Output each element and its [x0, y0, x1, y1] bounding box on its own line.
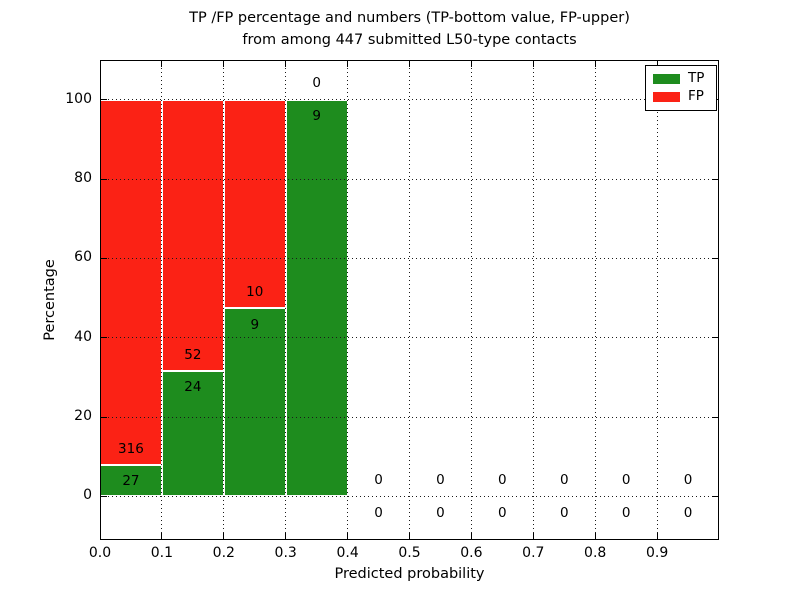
x-tick-bottom: [347, 533, 349, 539]
legend-label-tp: TP: [688, 70, 705, 87]
x-tick-bottom: [285, 533, 287, 539]
grid-line-y: [100, 257, 719, 259]
legend-swatch-fp: [653, 91, 680, 102]
fp-count-label: 0: [374, 472, 383, 489]
x-tick-top: [594, 61, 596, 67]
grid-line-x: [347, 60, 349, 540]
x-tick-bottom: [594, 533, 596, 539]
bar-fp-segment: [223, 99, 286, 309]
x-tick-label: 0.5: [398, 545, 421, 561]
x-tick-top: [470, 61, 472, 67]
x-tick-bottom: [470, 533, 472, 539]
tp-count-label: 9: [312, 107, 321, 124]
x-tick-label: 0.2: [212, 545, 235, 561]
x-tick-top: [532, 61, 534, 67]
y-tick-label: 60: [74, 249, 92, 266]
y-tick-left: [101, 257, 107, 259]
grid-line-y: [100, 416, 719, 418]
tp-count-label: 0: [559, 504, 569, 521]
legend-swatch-tp: [653, 74, 680, 85]
y-tick-left: [101, 495, 107, 497]
y-tick-label: 0: [83, 487, 92, 504]
y-tick-left: [101, 337, 107, 339]
y-tick-label: 80: [74, 170, 92, 186]
bar-tp-segment: [285, 99, 348, 497]
y-tick-right: [712, 257, 718, 259]
fp-count-label: 0: [436, 472, 445, 489]
legend-label-fp: FP: [688, 88, 704, 105]
x-tick-bottom: [99, 533, 101, 539]
x-tick-label: 0.0: [88, 545, 112, 561]
y-axis-label: Percentage: [42, 259, 58, 341]
x-tick-top: [161, 61, 163, 67]
bar-fp-segment: [161, 99, 224, 372]
fp-count-label: 0: [559, 472, 569, 489]
y-tick-right: [712, 178, 718, 180]
y-tick-left: [101, 99, 107, 101]
x-tick-label: 0.6: [460, 545, 483, 561]
tp-count-label: 27: [122, 473, 140, 490]
tp-count-label: 0: [621, 504, 631, 521]
legend: TP FP: [645, 65, 717, 111]
x-tick-top: [409, 61, 410, 67]
x-tick-label: 0.9: [645, 545, 669, 561]
x-tick-bottom: [532, 533, 534, 539]
fp-count-label: 10: [246, 284, 264, 301]
x-tick-label: 0.3: [274, 545, 297, 561]
grid-line-x: [285, 60, 287, 540]
tp-count-label: 9: [250, 316, 260, 333]
y-tick-left: [101, 178, 107, 180]
x-tick-bottom: [223, 533, 225, 539]
legend-item-fp: FP: [653, 90, 709, 104]
tp-count-label: 0: [683, 504, 693, 521]
grid-line-x: [656, 60, 658, 540]
x-tick-label: 0.7: [522, 545, 545, 561]
y-tick-left: [101, 416, 107, 418]
y-tick-label: 20: [74, 408, 92, 425]
grid-line-y: [100, 178, 719, 180]
grid-line-x: [223, 60, 225, 540]
x-tick-top: [656, 61, 658, 67]
fp-count-label: 0: [312, 75, 321, 92]
x-tick-bottom: [161, 533, 163, 539]
grid-line-x: [594, 60, 596, 540]
chart-title-line1: TP /FP percentage and numbers (TP-bottom…: [189, 10, 630, 26]
x-tick-bottom: [409, 533, 410, 539]
x-tick-top: [347, 61, 349, 67]
grid-line-x: [470, 60, 472, 540]
tp-count-label: 0: [374, 504, 383, 521]
x-tick-label: 0.8: [584, 545, 607, 561]
grid-line-x: [161, 60, 163, 540]
x-tick-label: 0.4: [336, 545, 359, 561]
tp-count-label: 0: [436, 504, 445, 521]
bar-tp-segment: [100, 465, 162, 497]
x-tick-top: [99, 61, 101, 67]
grid-line-y: [100, 495, 719, 497]
fp-count-label: 316: [118, 440, 144, 457]
y-tick-right: [712, 416, 718, 418]
chart-title-line2: from among 447 submitted L50-type contac…: [242, 32, 577, 48]
tp-count-label: 24: [184, 379, 202, 396]
fp-count-label: 0: [683, 472, 693, 489]
legend-item-tp: TP: [653, 72, 709, 86]
grid-line-x: [532, 60, 534, 540]
fp-count-label: 52: [184, 346, 202, 363]
x-tick-bottom: [656, 533, 658, 539]
x-tick-top: [285, 61, 287, 67]
grid-line-y: [100, 99, 719, 101]
x-tick-label: 0.1: [150, 545, 174, 561]
y-tick-right: [712, 495, 718, 497]
fp-count-label: 0: [621, 472, 631, 489]
x-axis-label: Predicted probability: [334, 566, 485, 582]
y-tick-label: 100: [65, 90, 92, 107]
fp-count-label: 0: [498, 472, 507, 489]
y-tick-right: [712, 337, 718, 339]
grid-line-y: [100, 337, 719, 339]
y-tick-label: 40: [74, 328, 92, 345]
tp-count-label: 0: [498, 504, 507, 521]
grid-line-x: [409, 60, 410, 540]
x-tick-top: [223, 61, 225, 67]
bar-fp-segment: [100, 99, 162, 466]
